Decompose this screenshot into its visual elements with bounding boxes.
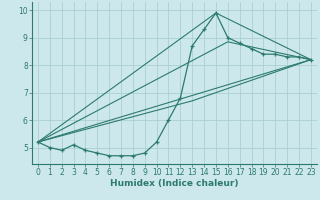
X-axis label: Humidex (Indice chaleur): Humidex (Indice chaleur) [110,179,239,188]
